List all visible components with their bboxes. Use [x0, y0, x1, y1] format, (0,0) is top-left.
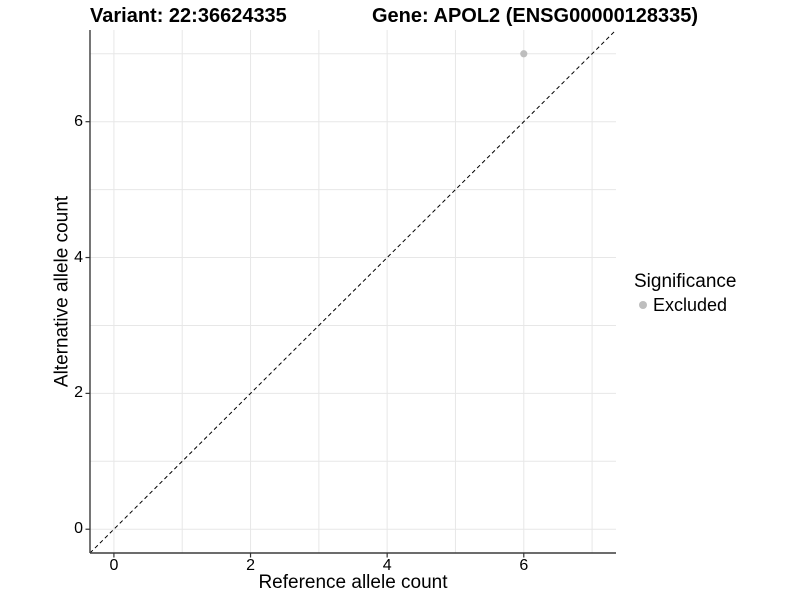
x-tick-label: 6 — [519, 557, 529, 574]
y-tick-label: 2 — [74, 384, 83, 402]
x-tick-label: 4 — [382, 557, 392, 574]
gene-title: Gene: APOL2 (ENSG00000128335) — [372, 5, 699, 27]
y-tick-label: 6 — [74, 112, 83, 130]
x-tick-label: 2 — [246, 557, 255, 574]
y-tick-label: 4 — [74, 248, 83, 266]
legend-dot-icon — [638, 301, 647, 309]
legend-items: Excluded — [634, 295, 736, 315]
legend: Significance Excluded — [634, 271, 736, 315]
variant-title: Variant: 22:36624335 — [90, 5, 287, 27]
x-axis-title: Reference allele count — [258, 572, 448, 593]
identity-line — [89, 29, 617, 554]
data-point — [520, 50, 528, 58]
x-tick-label: 0 — [109, 557, 119, 574]
legend-title: Significance — [634, 271, 737, 292]
y-tick-label: 0 — [74, 520, 83, 538]
legend-key — [634, 297, 651, 314]
legend-item-label: Excluded — [653, 294, 728, 315]
legend-item: Excluded — [634, 295, 736, 315]
